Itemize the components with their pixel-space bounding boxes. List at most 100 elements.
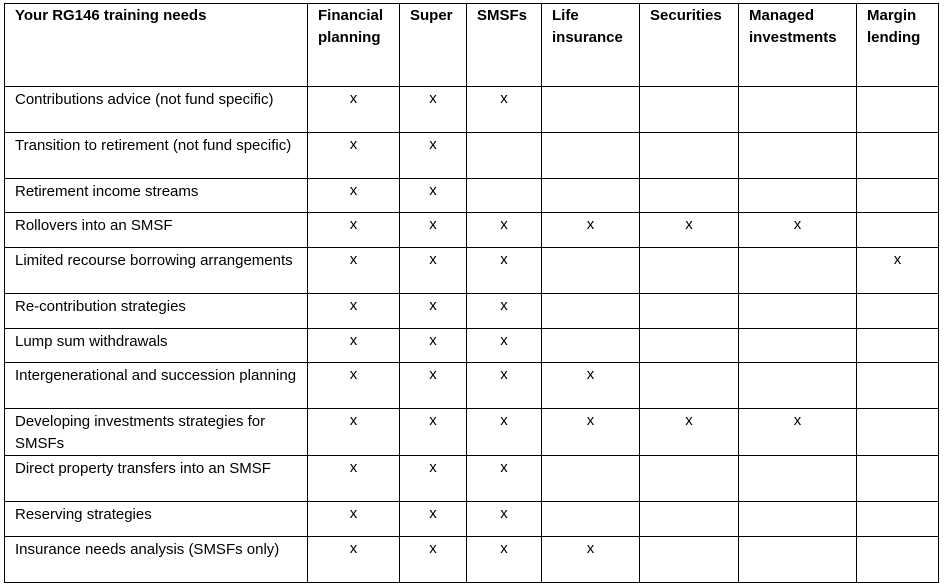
mark-cell: x [399,178,467,213]
row-label: Contributions advice (not fund specific) [4,86,308,133]
row-label: Insurance needs analysis (SMSFs only) [4,536,308,583]
mark-cell: x [639,212,739,248]
mark-cell: x [856,247,939,294]
mark-cell: x [541,408,640,456]
column-header: Margin lending [856,3,939,87]
mark-cell: x [541,362,640,409]
mark-cell [856,408,939,456]
mark-cell: x [399,455,467,502]
table-body: Contributions advice (not fund specific)… [4,86,939,583]
mark-cell: x [399,86,467,133]
mark-cell: x [399,212,467,248]
mark-cell: x [738,212,857,248]
mark-cell: x [466,293,542,329]
mark-cell [856,362,939,409]
mark-cell [738,536,857,583]
mark-cell [639,328,739,363]
mark-cell: x [307,86,400,133]
training-needs-table: Your RG146 training needs Financial plan… [4,3,939,583]
mark-cell: x [466,247,542,294]
column-header: SMSFs [466,3,542,87]
row-label: Re-contribution strategies [4,293,308,329]
mark-cell [541,247,640,294]
mark-cell: x [307,132,400,179]
mark-cell: x [307,408,400,456]
mark-cell [541,178,640,213]
row-label: Intergenerational and succession plannin… [4,362,308,409]
mark-cell [639,455,739,502]
mark-cell [738,178,857,213]
mark-cell: x [307,536,400,583]
mark-cell: x [466,328,542,363]
mark-cell [466,132,542,179]
mark-cell: x [466,501,542,537]
mark-cell: x [399,408,467,456]
mark-cell: x [466,212,542,248]
mark-cell: x [399,247,467,294]
mark-cell [541,501,640,537]
table-row: Transition to retirement (not fund speci… [4,132,939,179]
table-row: Limited recourse borrowing arrangements x… [4,247,939,294]
column-header: Your RG146 training needs [4,3,308,87]
column-header: Securities [639,3,739,87]
row-label: Developing investments strategies for SM… [4,408,308,456]
column-header: Life insurance [541,3,640,87]
row-label: Transition to retirement (not fund speci… [4,132,308,179]
mark-cell: x [541,212,640,248]
row-label: Rollovers into an SMSF [4,212,308,248]
mark-cell [541,86,640,133]
mark-cell [738,362,857,409]
table-row: Developing investments strategies for SM… [4,408,939,456]
mark-cell [738,293,857,329]
mark-cell [639,132,739,179]
mark-cell [856,328,939,363]
table-header-row: Your RG146 training needs Financial plan… [4,3,939,87]
mark-cell [541,132,640,179]
mark-cell [639,501,739,537]
mark-cell [856,178,939,213]
row-label: Lump sum withdrawals [4,328,308,363]
mark-cell [738,328,857,363]
table-row: Rollovers into an SMSF x x x x x x [4,212,939,248]
mark-cell [856,455,939,502]
table-row: Retirement income streams x x [4,178,939,213]
mark-cell: x [399,536,467,583]
mark-cell: x [399,293,467,329]
mark-cell: x [307,455,400,502]
row-label: Reserving strategies [4,501,308,537]
mark-cell [639,536,739,583]
mark-cell [541,455,640,502]
mark-cell [856,501,939,537]
mark-cell [541,328,640,363]
mark-cell [856,132,939,179]
mark-cell [738,132,857,179]
mark-cell [856,212,939,248]
mark-cell [856,86,939,133]
mark-cell: x [307,293,400,329]
mark-cell: x [307,501,400,537]
mark-cell: x [639,408,739,456]
mark-cell [639,362,739,409]
mark-cell: x [307,212,400,248]
mark-cell [466,178,542,213]
mark-cell: x [466,408,542,456]
mark-cell: x [466,362,542,409]
mark-cell: x [399,328,467,363]
mark-cell [639,247,739,294]
mark-cell [738,86,857,133]
mark-cell: x [307,178,400,213]
row-label: Direct property transfers into an SMSF [4,455,308,502]
mark-cell [738,455,857,502]
mark-cell: x [466,536,542,583]
column-header: Super [399,3,467,87]
mark-cell: x [541,536,640,583]
mark-cell: x [466,455,542,502]
mark-cell: x [399,362,467,409]
table-row: Insurance needs analysis (SMSFs only) x x x… [4,536,939,583]
mark-cell [738,247,857,294]
row-label: Limited recourse borrowing arrangements [4,247,308,294]
table-row: Contributions advice (not fund specific)… [4,86,939,133]
column-header: Managed investments [738,3,857,87]
mark-cell [639,178,739,213]
mark-cell: x [399,132,467,179]
